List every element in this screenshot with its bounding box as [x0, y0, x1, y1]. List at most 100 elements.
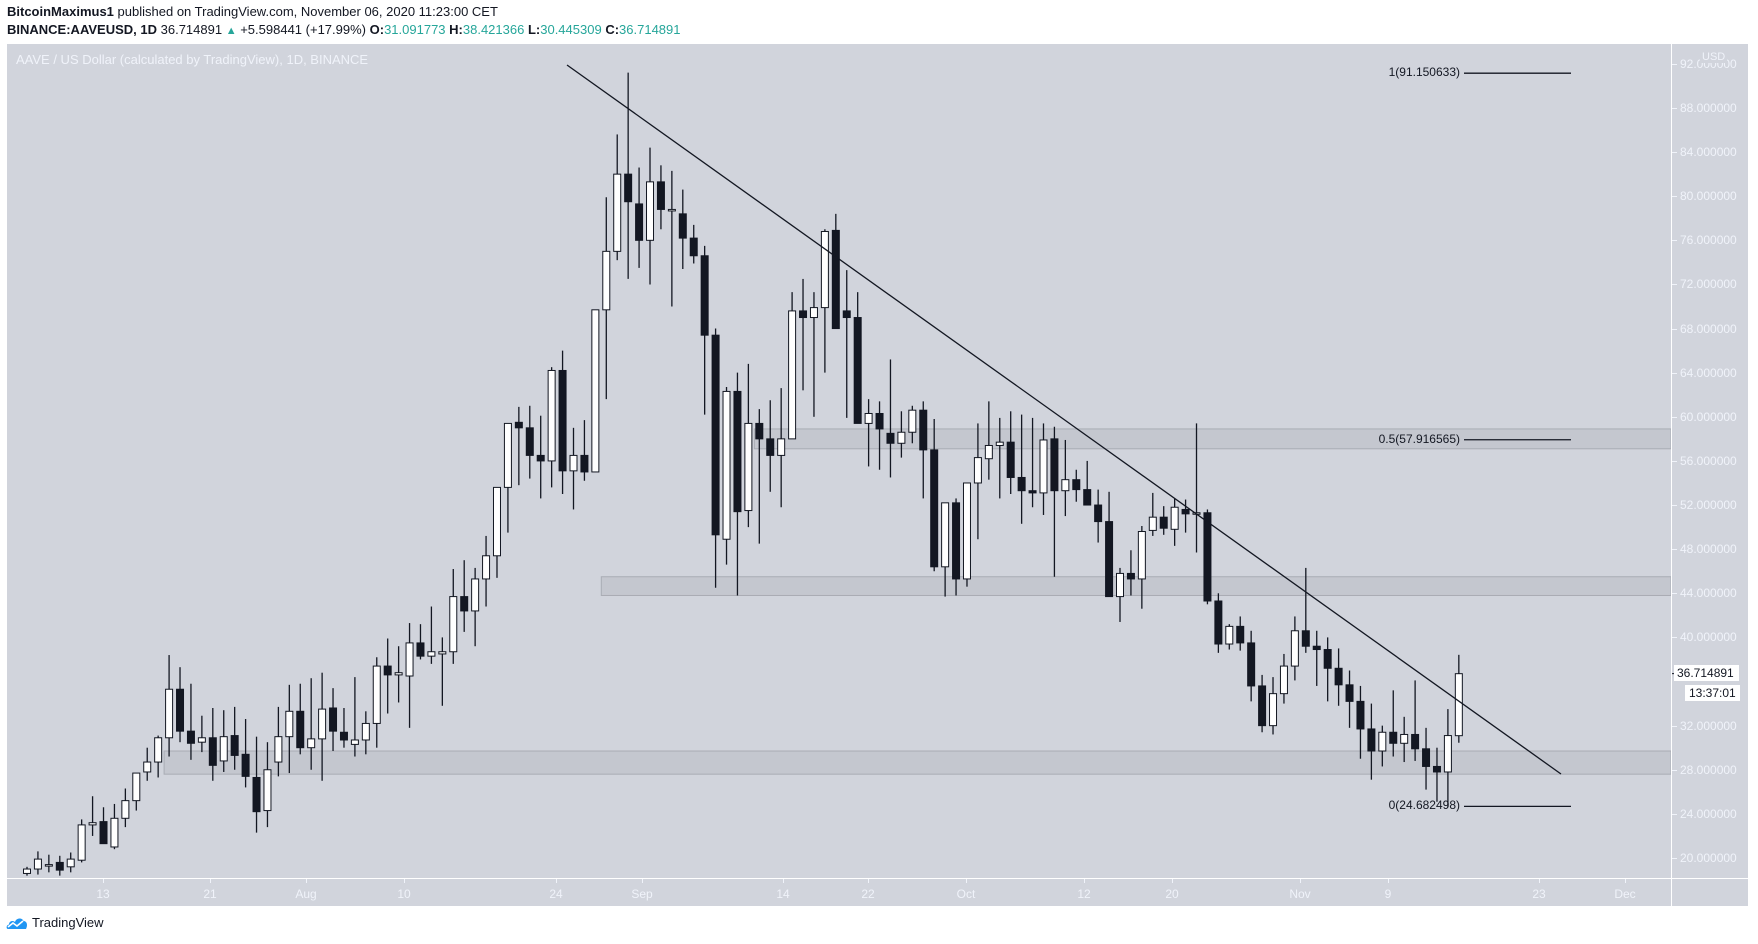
candle-down [536, 454, 545, 462]
fib-level-label: 0.5(57.916565) [1378, 431, 1460, 446]
candle-up [864, 412, 873, 424]
candle-down [1312, 645, 1321, 651]
candle-up [66, 858, 75, 868]
candle-down [1367, 728, 1376, 752]
candle-up [1279, 665, 1288, 695]
candle-up [471, 578, 480, 612]
candle-down [1432, 765, 1441, 773]
candle-up [132, 772, 141, 802]
candle-up [492, 486, 501, 557]
candle-down [886, 432, 895, 444]
time-axis-label: 23 [1532, 887, 1546, 901]
candle-up [219, 736, 228, 762]
candle-up [285, 710, 294, 738]
candle-down [1356, 700, 1365, 730]
time-axis-label: 10 [397, 887, 411, 901]
time-axis[interactable] [7, 879, 1671, 906]
price-axis-label: 64.000000 [1680, 365, 1737, 380]
candle-up [667, 208, 676, 212]
candle-down [656, 181, 665, 210]
candle-down [1094, 504, 1103, 523]
publish-info: BitcoinMaximus1 published on TradingView… [7, 4, 498, 19]
time-tick [103, 879, 104, 883]
candle-down [635, 203, 644, 241]
candle-down [580, 454, 589, 473]
candle-down [1334, 667, 1343, 686]
candle-down [733, 390, 742, 513]
price-axis-label: 60.000000 [1680, 409, 1737, 424]
candle-down [1258, 685, 1267, 727]
time-tick [210, 879, 211, 883]
author-name[interactable]: BitcoinMaximus1 [7, 4, 114, 19]
price-axis-label: 40.000000 [1680, 630, 1737, 645]
close-label: C: [605, 22, 620, 37]
time-axis-label: 21 [203, 887, 217, 901]
price-axis-label: 52.000000 [1680, 498, 1737, 513]
candle-up [1137, 531, 1146, 580]
time-axis-label: 14 [776, 887, 790, 901]
candle-up [23, 868, 31, 874]
fib-level-label: 0(24.682498) [1388, 798, 1460, 813]
candle-up [1061, 479, 1070, 492]
candle-up [1039, 439, 1048, 494]
open-label: O: [369, 22, 385, 37]
time-tick [783, 879, 784, 883]
candle-up [1225, 625, 1234, 645]
candle-down [1181, 508, 1190, 515]
candle-down [1028, 490, 1037, 494]
countdown-tag: 13:37:01 [1685, 685, 1740, 701]
candle-down [1072, 479, 1081, 491]
candle-down [1323, 649, 1332, 669]
time-axis-label: 13 [96, 887, 110, 901]
low-label: L: [527, 22, 541, 37]
candle-down [711, 334, 720, 536]
time-tick [1084, 879, 1085, 883]
candle-up [547, 369, 556, 462]
chart-title: AAVE / US Dollar (calculated by TradingV… [16, 52, 369, 67]
time-axis-label: Oct [956, 887, 976, 901]
price-tick [1672, 196, 1677, 198]
descending-trendline [566, 64, 1562, 775]
price-tick [1672, 328, 1677, 330]
candle-down [1247, 642, 1256, 687]
candle-down [624, 173, 633, 203]
up-arrow-icon: ▲ [225, 25, 237, 37]
time-axis-label: 9 [1384, 887, 1392, 901]
time-tick [1300, 879, 1301, 883]
candle-down [1214, 600, 1223, 645]
candle-down [241, 753, 250, 777]
candle-down [831, 229, 840, 330]
price-axis-label: 20.000000 [1680, 851, 1737, 865]
candle-up [110, 817, 119, 848]
time-tick [556, 879, 557, 883]
candle-up [165, 688, 174, 739]
candle-up [449, 596, 458, 653]
candle-down [55, 861, 64, 871]
price-axis-label: 84.000000 [1680, 145, 1737, 160]
time-axis-label: 12 [1077, 887, 1091, 901]
candle-down [176, 688, 185, 732]
candle-up [482, 555, 491, 580]
candle-down [1017, 476, 1026, 492]
candle-down [1159, 516, 1168, 529]
candle-down [558, 369, 567, 472]
tradingview-logo[interactable]: TradingView [6, 915, 104, 930]
price-axis-label: 56.000000 [1680, 453, 1737, 468]
candle-up [995, 441, 1004, 446]
candle-down [514, 421, 523, 429]
candle-down [186, 730, 195, 744]
candle-up [438, 651, 447, 655]
price-tick [1672, 372, 1677, 374]
price-axis[interactable] [1672, 44, 1748, 906]
time-axis-label: Sep [631, 887, 653, 901]
time-tick [1625, 879, 1626, 883]
time-axis-label: 24 [549, 887, 563, 901]
candle-down [460, 596, 469, 612]
candle-up [809, 307, 818, 319]
open-value: 31.091773 [384, 22, 446, 37]
candle-down [208, 737, 217, 766]
candle-down [230, 735, 239, 756]
price-tick [1672, 63, 1677, 65]
price-axis-label: 32.000000 [1680, 718, 1737, 733]
